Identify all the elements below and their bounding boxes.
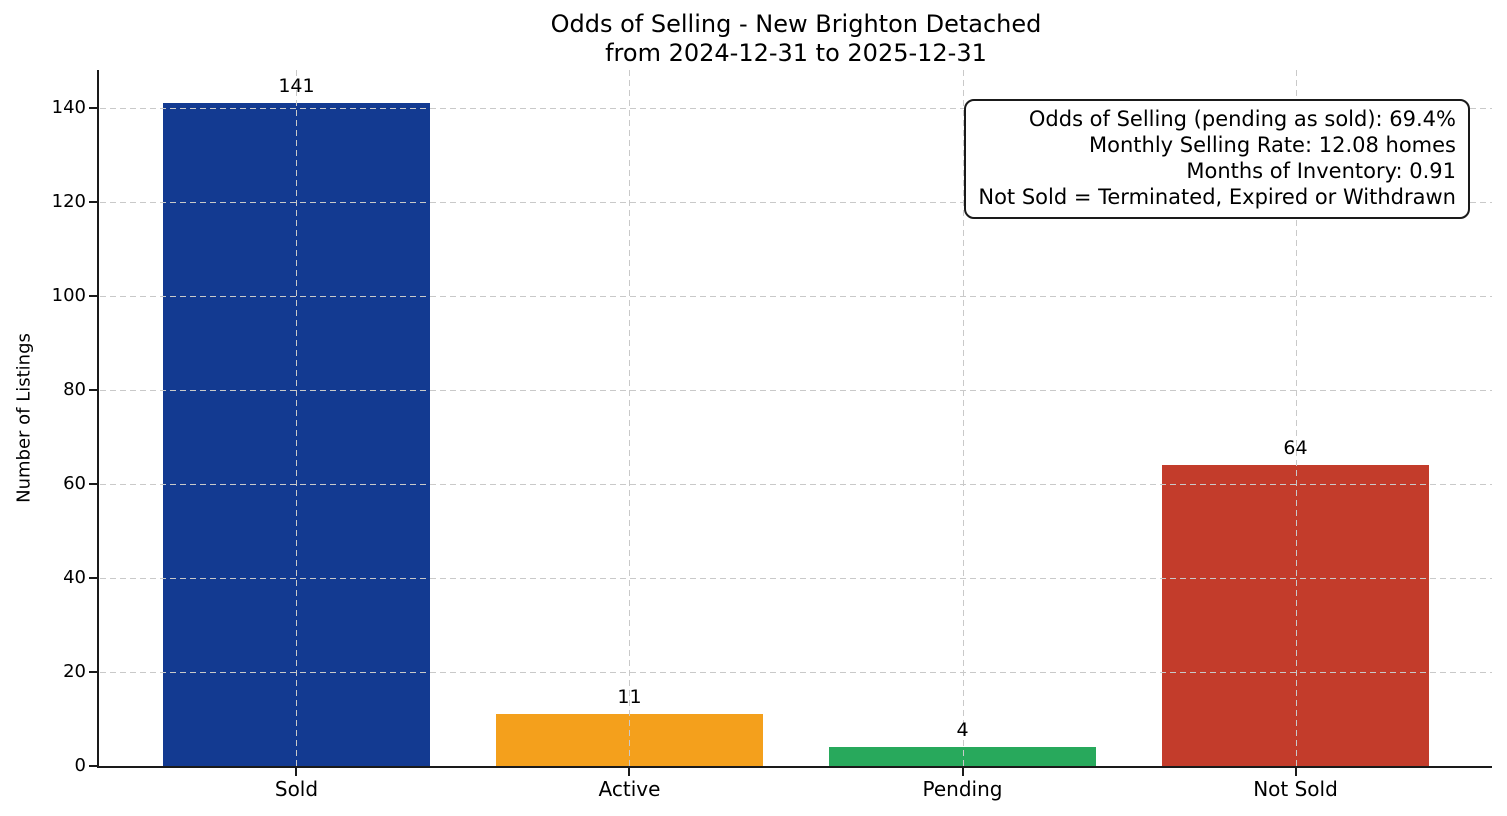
y-tick-mark [89, 765, 98, 767]
y-tick-mark [89, 482, 98, 485]
chart-title: Odds of Selling - New Brighton Detached … [100, 10, 1492, 68]
horizontal-gridline [100, 389, 1492, 391]
y-tick-label: 20 [63, 660, 86, 682]
x-tick-mark [1294, 767, 1297, 776]
y-tick-mark [89, 294, 98, 297]
x-axis-line [97, 766, 1492, 768]
annotation-line: Odds of Selling (pending as sold): 69.4% [1028, 107, 1456, 131]
y-tick-label: 40 [63, 566, 86, 588]
y-tick-mark [89, 670, 98, 673]
y-tick-mark [89, 200, 98, 203]
annotation-line: Months of Inventory: 0.91 [1186, 159, 1456, 183]
annotation-line: Not Sold = Terminated, Expired or Withdr… [978, 185, 1456, 209]
y-tick-mark [89, 576, 98, 579]
y-axis-line [97, 70, 99, 768]
x-tick-mark [628, 767, 631, 776]
y-tick-label: 80 [63, 378, 86, 400]
x-tick-label: Active [598, 777, 661, 801]
stats-annotation-box: Odds of Selling (pending as sold): 69.4%… [964, 99, 1470, 219]
horizontal-gridline [100, 671, 1492, 673]
bar-value-label: 11 [617, 686, 642, 709]
y-tick-label: 120 [51, 190, 86, 212]
chart-title-line1: Odds of Selling - New Brighton Detached [550, 10, 1042, 38]
bar-value-label: 4 [956, 719, 969, 742]
x-tick-label: Sold [274, 777, 319, 801]
vertical-gridline [629, 70, 631, 766]
chart-title-line2: from 2024-12-31 to 2025-12-31 [605, 39, 987, 67]
x-tick-label: Not Sold [1253, 777, 1338, 801]
horizontal-gridline [100, 483, 1492, 485]
annotation-line: Monthly Selling Rate: 12.08 homes [1089, 133, 1456, 157]
bar-value-label: 64 [1283, 437, 1308, 460]
vertical-gridline [1295, 70, 1297, 766]
vertical-gridline [296, 70, 298, 766]
x-tick-mark [961, 767, 964, 776]
y-tick-label: 140 [51, 96, 86, 118]
y-tick-label: 0 [74, 755, 86, 776]
y-tick-label: 60 [63, 472, 86, 494]
horizontal-gridline [100, 107, 1492, 109]
y-tick-label: 100 [51, 284, 86, 306]
y-axis-label: Number of Listings [13, 333, 35, 503]
x-tick-label: Pending [922, 777, 1003, 801]
horizontal-gridline [100, 295, 1492, 297]
x-tick-mark [295, 767, 298, 776]
horizontal-gridline [100, 201, 1492, 203]
y-tick-mark [89, 388, 98, 391]
bar-value-label: 141 [278, 75, 315, 98]
horizontal-gridline [100, 577, 1492, 579]
vertical-gridline [962, 70, 964, 766]
y-tick-mark [89, 106, 98, 109]
